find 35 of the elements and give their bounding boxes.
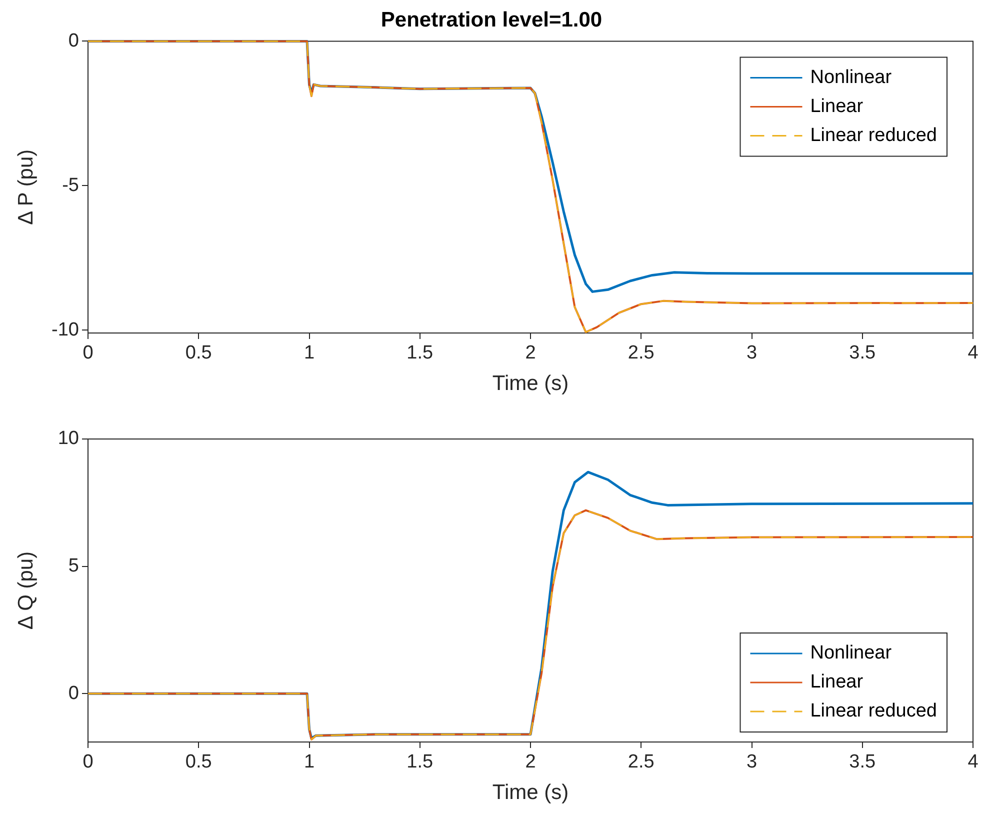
x-tick-label: 2.5 <box>628 752 654 773</box>
x-tick-label: 0.5 <box>185 342 212 364</box>
x-tick-label: 2.5 <box>628 342 654 364</box>
y-axis-title: Δ Q (pu) <box>14 551 38 630</box>
x-tick-label: 0 <box>82 752 94 773</box>
x-tick-label: 0 <box>82 342 94 364</box>
x-tick-label: 1.5 <box>406 752 434 773</box>
legend-label: Linear <box>810 672 864 693</box>
x-tick-label: 1 <box>304 752 315 773</box>
y-tick-label: 10 <box>58 428 79 450</box>
y-tick-label: 0 <box>68 30 79 52</box>
legend-label: Nonlinear <box>810 642 892 664</box>
x-axis-title: Time (s) <box>492 781 569 804</box>
y-tick-label: 5 <box>68 556 79 577</box>
x-tick-label: 4 <box>968 752 979 773</box>
x-tick-label: 3.5 <box>849 752 876 773</box>
chart-title: Penetration level=1.00 <box>380 8 602 32</box>
x-tick-label: 3 <box>746 342 758 364</box>
x-tick-label: 1 <box>304 342 315 364</box>
x-tick-label: 3.5 <box>849 342 876 364</box>
y-tick-label: 0 <box>68 682 79 704</box>
legend-label: Nonlinear <box>810 66 892 88</box>
x-tick-label: 2 <box>525 342 536 364</box>
legend-label: Linear <box>810 96 864 117</box>
x-axis-title: Time (s) <box>492 372 569 396</box>
legend-label: Linear reduced <box>810 124 938 146</box>
x-tick-label: 3 <box>746 752 758 773</box>
x-tick-label: 2 <box>525 752 536 773</box>
y-axis-title: Δ P (pu) <box>14 149 38 225</box>
x-tick-label: 0.5 <box>185 752 212 773</box>
legend-label: Linear reduced <box>810 700 938 722</box>
x-tick-label: 4 <box>968 342 979 364</box>
y-tick-label: -5 <box>62 174 79 196</box>
x-tick-label: 1.5 <box>406 342 434 364</box>
y-tick-label: -10 <box>52 319 79 340</box>
